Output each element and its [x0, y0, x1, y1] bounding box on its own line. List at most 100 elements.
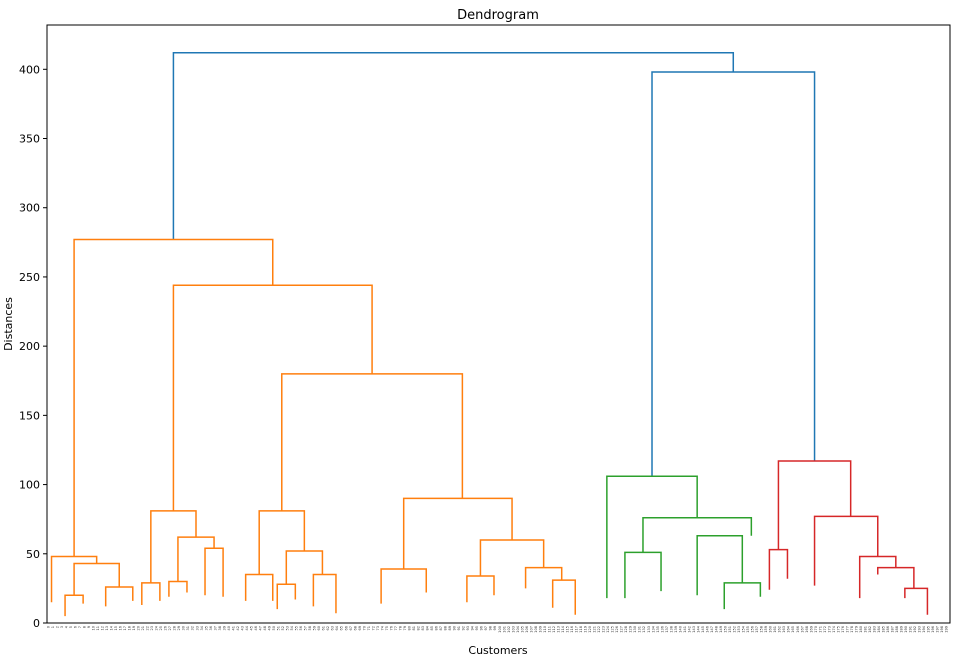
x-leaf-label: 181	[863, 626, 867, 633]
dendrogram-link-orange	[104, 586, 134, 607]
x-leaf-label: 52	[281, 626, 285, 630]
y-tick-label: 350	[19, 133, 40, 146]
x-leaf-label: 113	[556, 626, 560, 633]
x-leaf-label: 173	[827, 626, 831, 633]
x-leaf-label: 15	[114, 626, 118, 630]
x-leaf-label: 139	[674, 626, 678, 633]
x-leaf-label: 32	[191, 626, 195, 630]
x-leaf-label: 158	[760, 626, 764, 633]
x-leaf-label: 1	[51, 626, 55, 628]
x-leaf-label: 2	[55, 626, 59, 628]
x-leaf-label: 122	[597, 626, 601, 633]
x-leaf-label: 178	[850, 626, 854, 633]
x-leaf-label: 63	[331, 626, 335, 630]
x-leaf-label: 79	[403, 626, 407, 630]
x-leaf-label: 41	[231, 626, 235, 630]
x-leaf-label: 164	[787, 625, 791, 632]
dendrogram-link-orange	[73, 238, 274, 557]
dendrogram-link-red	[768, 548, 789, 590]
x-leaf-label: 116	[570, 626, 574, 633]
x-leaf-label: 128	[624, 626, 628, 633]
x-leaf-label: 143	[692, 626, 696, 633]
x-leaf-label: 28	[173, 626, 177, 630]
dendrogram-link-orange	[172, 284, 373, 511]
x-leaf-label: 46	[254, 626, 258, 630]
y-tick-label: 400	[19, 63, 40, 76]
dendrogram-link-red	[877, 566, 915, 589]
x-leaf-label: 194	[922, 625, 926, 632]
x-leaf-label: 141	[683, 626, 687, 633]
x-leaf-label: 182	[868, 626, 872, 633]
x-leaf-label: 20	[137, 626, 141, 630]
x-leaf-label: 48	[263, 626, 267, 630]
x-leaf-label: 138	[669, 626, 673, 633]
x-leaf-label: 27	[168, 626, 172, 630]
x-leaf-label: 92	[462, 626, 466, 630]
dendrogram-link-orange	[244, 573, 274, 601]
x-leaf-label: 53	[286, 626, 290, 630]
x-leaf-label: 198	[940, 626, 944, 633]
x-leaf-label: 50	[272, 626, 276, 630]
x-leaf-label: 145	[701, 626, 705, 633]
dendrogram-link-orange	[177, 536, 215, 582]
x-leaf-label: 6	[73, 626, 77, 628]
x-leaf-label: 62	[326, 626, 330, 630]
x-leaf-label: 7	[78, 626, 82, 628]
x-leaf-label: 103	[511, 626, 515, 633]
x-leaf-label: 68	[353, 626, 357, 630]
x-leaf-label: 91	[457, 626, 461, 630]
x-leaf-label: 199	[945, 626, 949, 633]
x-leaf-label: 112	[552, 626, 556, 633]
dendrogram-link-blue	[651, 71, 816, 477]
x-leaf-label: 125	[611, 626, 615, 633]
x-leaf-label: 132	[642, 626, 646, 633]
dendrogram-link-orange	[380, 568, 428, 604]
x-leaf-label: 89	[448, 626, 452, 630]
x-leaf-label: 183	[873, 626, 877, 633]
x-leaf-label: 121	[593, 626, 597, 633]
dendrogram-link-orange	[285, 550, 324, 585]
x-leaf-label: 73	[376, 626, 380, 630]
x-leaf-label: 12	[100, 626, 104, 630]
dendrogram-link-orange	[258, 510, 306, 575]
leaf-labels: 0 1 2 3 4 5 6 7 8 9 10 11 12 13 14 15 16 17 18 19 20 21 22 23 24…	[46, 625, 948, 632]
x-leaf-label: 42	[236, 626, 240, 630]
x-leaf-label: 137	[665, 626, 669, 633]
x-leaf-label: 142	[687, 626, 691, 633]
x-leaf-label: 33	[195, 626, 199, 630]
x-leaf-label: 21	[141, 626, 145, 630]
x-leaf-label: 155	[746, 626, 750, 633]
x-leaf-label: 104	[516, 625, 520, 632]
x-leaf-label: 40	[227, 626, 231, 630]
x-leaf-label: 150	[724, 626, 728, 633]
x-leaf-label: 107	[529, 626, 533, 633]
x-leaf-label: 108	[534, 626, 538, 633]
dendrogram-link-orange	[479, 539, 545, 576]
x-leaf-label: 149	[719, 626, 723, 633]
dendrogram-link-green	[696, 535, 744, 596]
x-leaf-label: 140	[678, 626, 682, 633]
x-leaf-label: 156	[751, 626, 755, 633]
x-leaf-label: 109	[538, 626, 542, 633]
x-leaf-label: 192	[913, 626, 917, 633]
x-leaf-label: 83	[421, 626, 425, 630]
x-leaf-label: 110	[543, 626, 547, 633]
x-leaf-label: 85	[430, 626, 434, 630]
dendrogram-link-orange	[551, 579, 576, 615]
x-leaf-label: 8	[82, 626, 86, 628]
dendrogram-link-orange	[466, 575, 495, 603]
x-leaf-label: 44	[245, 625, 249, 630]
x-leaf-label: 130	[633, 626, 637, 633]
dendrogram-link-orange	[281, 373, 464, 511]
x-leaf-label: 80	[407, 626, 411, 630]
dendrogram-link-orange	[312, 573, 337, 614]
x-leaf-label: 134	[651, 625, 655, 632]
x-leaf-label: 176	[841, 626, 845, 633]
x-leaf-label: 60	[317, 626, 321, 630]
x-leaf-label: 29	[177, 626, 181, 630]
x-leaf-label: 74	[380, 625, 384, 630]
x-leaf-label: 170	[814, 626, 818, 633]
dendrogram-link-orange	[64, 594, 84, 617]
x-leaf-label: 26	[164, 626, 168, 630]
x-leaf-label: 9	[87, 626, 91, 628]
